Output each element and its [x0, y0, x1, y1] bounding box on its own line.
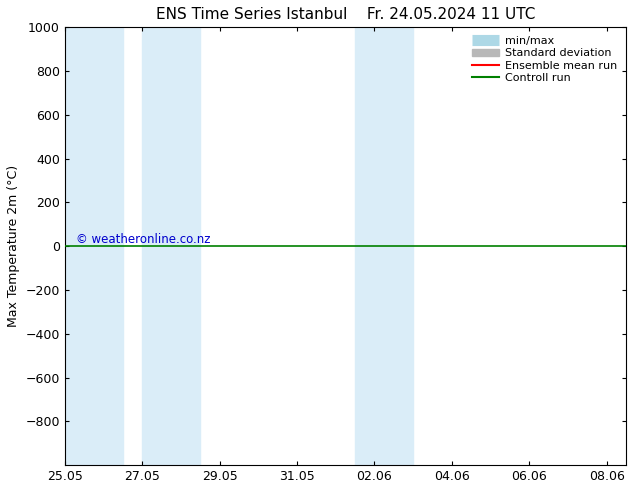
Bar [65, 27, 123, 465]
Bar [142, 27, 200, 465]
Bar [355, 27, 413, 465]
Title: ENS Time Series Istanbul    Fr. 24.05.2024 11 UTC: ENS Time Series Istanbul Fr. 24.05.2024 … [156, 7, 535, 22]
Text: © weatheronline.co.nz: © weatheronline.co.nz [76, 233, 210, 246]
Legend: min/max, Standard deviation, Ensemble mean run, Controll run: min/max, Standard deviation, Ensemble me… [469, 33, 621, 86]
Y-axis label: Max Temperature 2m (°C): Max Temperature 2m (°C) [7, 165, 20, 327]
